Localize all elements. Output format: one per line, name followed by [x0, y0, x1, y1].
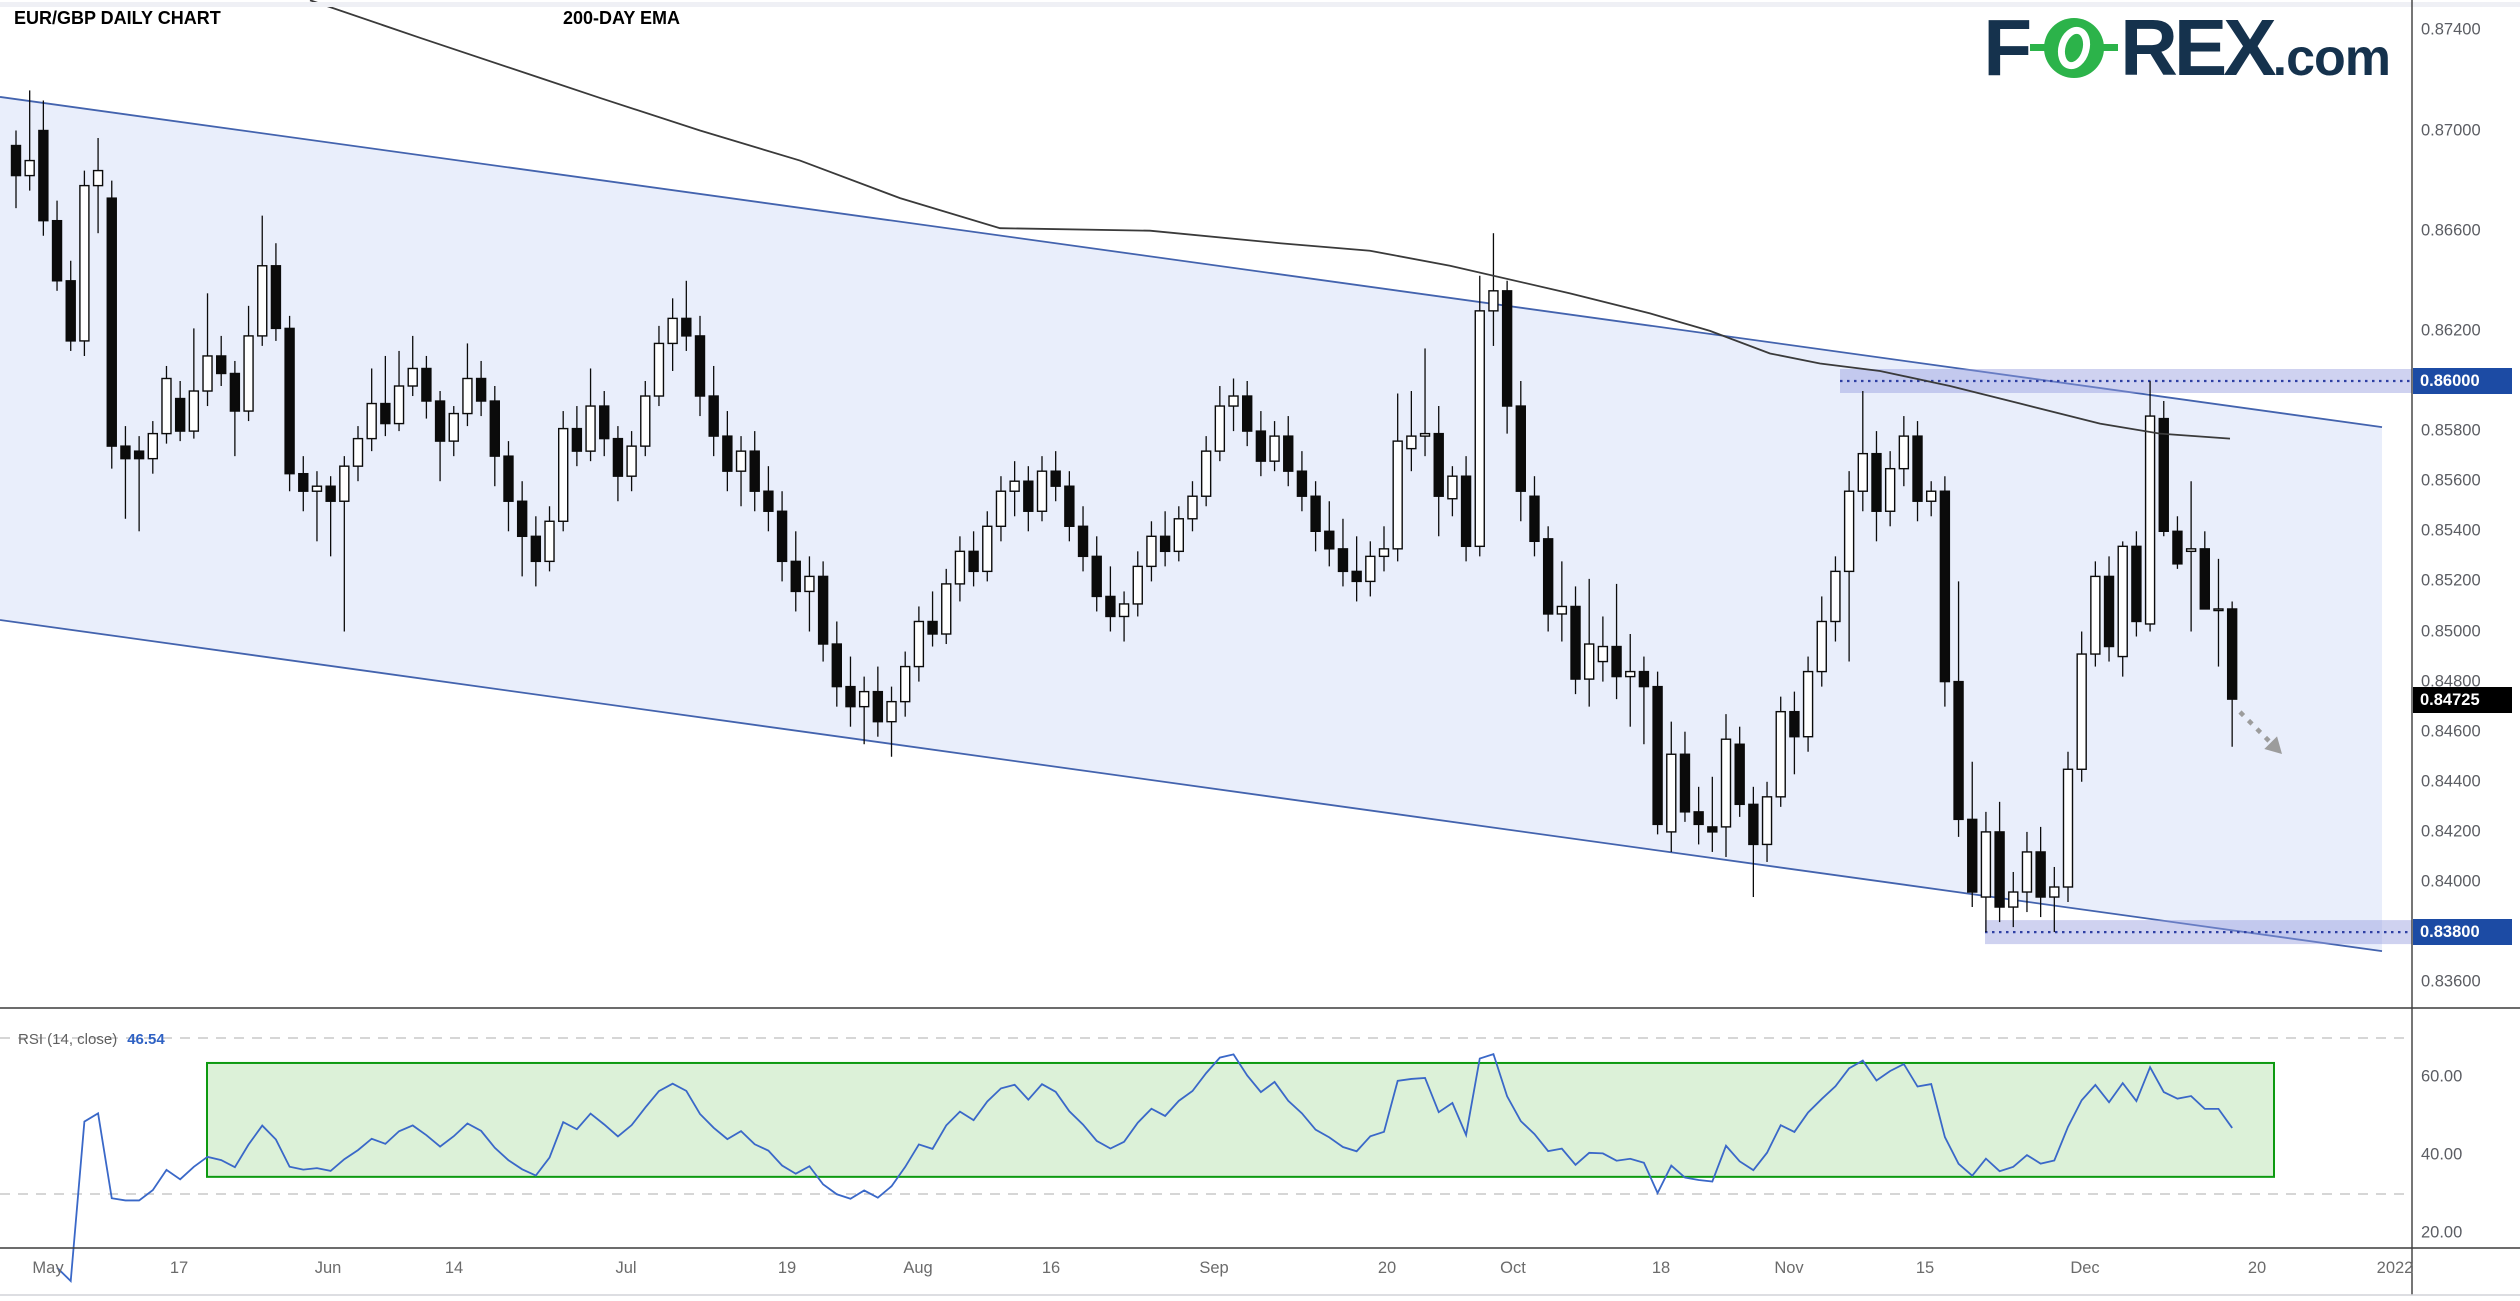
price-tick-label: 0.87000 [2421, 121, 2481, 139]
rsi-indicator-label: RSI (14, close) 46.54 [18, 1031, 165, 1048]
price-tick-label: 0.84800 [2421, 672, 2481, 691]
date-tick-label: 16 [1041, 1259, 1061, 1277]
price-tick-label: 0.84400 [2421, 772, 2481, 791]
price-level-band [1985, 920, 2412, 945]
rsi-tick-label: 60.00 [2421, 1067, 2463, 1086]
price-tick-label: 0.84600 [2421, 722, 2481, 741]
date-tick-label: 18 [1651, 1259, 1671, 1277]
price-tick-label: 0.85000 [2421, 622, 2481, 640]
date-tick-label: 2022 [2376, 1259, 2414, 1277]
trend-channel [0, 96, 2383, 953]
logo-text-rex: REX [2120, 3, 2276, 92]
price-level-band [1840, 369, 2412, 393]
date-tick-label: Jul [615, 1259, 637, 1277]
price-tag: 0.86000 [2413, 368, 2512, 394]
price-tick-label: 0.85400 [2421, 521, 2481, 540]
forex-logo: F REX .com [1983, 3, 2391, 92]
rsi-label: RSI (14, close) [18, 1031, 118, 1048]
logo-o-icon [2030, 16, 2119, 80]
date-tick-label: 14 [444, 1259, 464, 1277]
rsi-tick-label: 40.00 [2421, 1145, 2463, 1164]
date-tick-label: 20 [1377, 1259, 1397, 1277]
top-border [0, 2, 2520, 7]
projection-arrow-icon [2238, 710, 2282, 754]
date-tick-label: Nov [1774, 1259, 1804, 1277]
price-tick-label: 0.87400 [2421, 20, 2481, 39]
price-tag: 0.83800 [2413, 919, 2512, 946]
date-tick-label: May [32, 1259, 64, 1277]
rsi-line [56, 1053, 2233, 1283]
date-tick-label: 20 [2247, 1259, 2267, 1277]
price-tick-label: 0.84200 [2421, 822, 2481, 841]
date-tick-label: Jun [314, 1259, 342, 1277]
candles-layer [10, 90, 2238, 933]
logo-text-com: .com [2272, 29, 2391, 87]
price-tag: 0.84725 [2413, 687, 2512, 714]
price-tick-label: 0.85600 [2421, 471, 2481, 490]
date-tick-label: 19 [777, 1259, 797, 1277]
logo-text-f: F [1983, 3, 2032, 92]
price-tick-label: 0.86600 [2421, 221, 2481, 240]
rsi-tick-label: 20.00 [2421, 1223, 2463, 1242]
rsi-range-box [206, 1061, 2275, 1178]
price-tick-label: 0.85800 [2421, 421, 2481, 440]
price-tick-label: 0.84000 [2421, 872, 2481, 891]
page-title: EUR/GBP DAILY CHART [14, 8, 221, 28]
price-tick-label: 0.83600 [2421, 972, 2481, 991]
date-tick-label: 17 [169, 1259, 189, 1277]
price-tick-label: 0.85200 [2421, 571, 2481, 590]
date-tick-label: Sep [1199, 1259, 1229, 1277]
date-tick-label: 15 [1915, 1259, 1935, 1277]
ema-series-label: 200-DAY EMA [563, 8, 681, 28]
rsi-value: 46.54 [127, 1031, 165, 1048]
ema-line [309, 0, 2231, 440]
price-tick-label: 0.86200 [2421, 321, 2481, 340]
date-tick-label: Oct [1500, 1259, 1526, 1277]
date-tick-label: Dec [2070, 1259, 2100, 1277]
date-tick-label: Aug [903, 1259, 933, 1277]
